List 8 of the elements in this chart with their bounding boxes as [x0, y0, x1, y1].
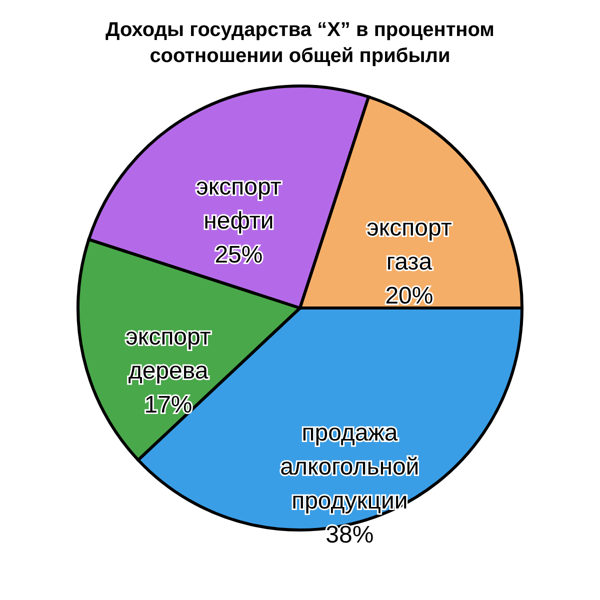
data-label: 25%	[214, 242, 263, 269]
chart-title: Доходы государства “X” в процентном соотношении общей прибыли	[106, 19, 494, 67]
data-label: 17%	[144, 391, 192, 418]
slice-label: продажа алкогольной продукции	[280, 420, 420, 515]
slice-label: экспорт нефти	[196, 174, 282, 235]
data-label: 20%	[385, 282, 434, 310]
slice-label: экспорт газа	[366, 214, 452, 276]
slice-label: экспорт дерева	[126, 323, 211, 384]
